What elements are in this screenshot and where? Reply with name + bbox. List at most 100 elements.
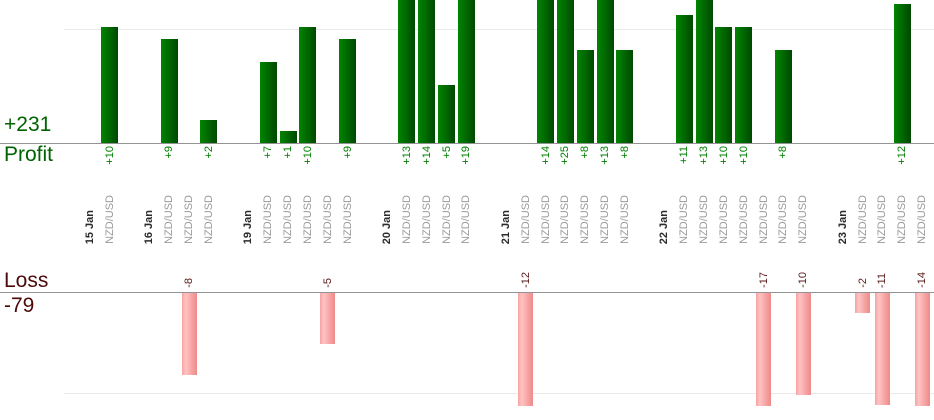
- x-axis-symbol-label: NZD/USD: [202, 195, 215, 244]
- loss-value-label: -14: [916, 272, 929, 288]
- profit-value-label: +14: [420, 146, 433, 165]
- profit-gridline: [64, 29, 934, 30]
- x-axis-symbol-label: NZD/USD: [321, 195, 334, 244]
- loss-axis-line: [0, 292, 934, 293]
- profit-value-label: +25: [559, 146, 572, 165]
- profit-value-label: +9: [341, 146, 354, 159]
- loss-value-label: -12: [519, 272, 532, 288]
- x-axis-symbol-label: NZD/USD: [717, 195, 730, 244]
- loss-value-label: -10: [797, 272, 810, 288]
- profit-value-label: +14: [539, 146, 552, 165]
- x-axis-symbol-label: NZD/USD: [876, 195, 889, 244]
- profit-value-label: +10: [737, 146, 750, 165]
- profit-value-label: +5: [440, 146, 453, 159]
- loss-bar: [795, 293, 811, 395]
- x-axis-symbol-label: NZD/USD: [420, 195, 433, 244]
- profit-bar: [160, 39, 178, 143]
- profit-bar: [695, 0, 713, 143]
- x-axis-date-label: 20 Jan: [381, 209, 394, 244]
- x-axis-symbol-label: NZD/USD: [539, 195, 552, 244]
- profit-bar: [438, 85, 456, 143]
- x-axis-symbol-label: NZD/USD: [262, 195, 275, 244]
- profit-bar: [457, 0, 475, 143]
- profit-bar: [339, 39, 357, 143]
- profit-bar: [537, 0, 555, 143]
- profit-value-label: +8: [777, 146, 790, 159]
- profit-value-label: +8: [618, 146, 631, 159]
- loss-bar: [874, 293, 890, 405]
- profit-bar: [675, 15, 693, 143]
- x-axis-symbol-label: NZD/USD: [341, 195, 354, 244]
- profit-value-label: +9: [163, 146, 176, 159]
- profit-axis-line: [0, 143, 934, 144]
- loss-bar: [855, 293, 871, 313]
- profit-value-label: +10: [103, 146, 116, 165]
- x-axis-date-label: 16 Jan: [143, 209, 156, 244]
- profit-value-label: +2: [202, 146, 215, 159]
- profit-value-label: +13: [698, 146, 711, 165]
- profit-total-label: +231: [4, 113, 52, 136]
- x-axis-symbol-label: NZD/USD: [460, 195, 473, 244]
- loss-value-label: -2: [856, 278, 869, 288]
- profit-value-label: +12: [896, 146, 909, 165]
- profit-bar: [893, 4, 911, 143]
- profit-bar: [556, 0, 574, 143]
- loss-bar: [518, 293, 534, 406]
- x-axis-symbol-label: NZD/USD: [440, 195, 453, 244]
- x-axis-symbol-label: NZD/USD: [301, 195, 314, 244]
- profit-bar: [715, 27, 733, 143]
- loss-value-label: -17: [757, 272, 770, 288]
- x-axis-symbol-label: NZD/USD: [282, 195, 295, 244]
- x-axis-symbol-label: NZD/USD: [797, 195, 810, 244]
- x-axis-symbol-label: NZD/USD: [757, 195, 770, 244]
- profit-bar: [101, 27, 119, 143]
- x-axis-date-label: 22 Jan: [658, 209, 671, 244]
- profit-bar: [299, 27, 317, 143]
- profit-value-label: +19: [460, 146, 473, 165]
- x-axis-date-label: 21 Jan: [500, 209, 512, 244]
- x-axis-date-label: 23 Jan: [836, 209, 849, 244]
- x-axis-symbol-label: NZD/USD: [519, 195, 532, 244]
- profit-bar: [735, 27, 753, 143]
- profit-bar: [259, 62, 277, 143]
- x-axis-date-label: 15 Jan: [84, 209, 96, 244]
- profit-bar: [576, 50, 594, 143]
- x-axis-symbol-label: NZD/USD: [163, 195, 176, 244]
- profit-bars-area: [0, 0, 934, 143]
- loss-bars-area: [0, 293, 934, 406]
- profit-value-label: +1: [282, 146, 295, 159]
- profit-bar: [398, 0, 416, 143]
- x-axis-symbol-label: NZD/USD: [559, 195, 572, 244]
- x-axis-symbol-label: NZD/USD: [400, 195, 413, 244]
- loss-total-label: -79: [4, 294, 35, 317]
- profit-bar: [279, 131, 297, 143]
- x-axis-date-label: 19 Jan: [242, 209, 255, 244]
- x-axis-symbol-label: NZD/USD: [916, 195, 929, 244]
- loss-bar: [320, 293, 336, 344]
- profit-value-label: +11: [678, 146, 691, 164]
- profit-bar: [596, 0, 614, 143]
- x-axis-symbol-label: NZD/USD: [896, 195, 909, 244]
- loss-bar: [756, 293, 772, 406]
- x-axis-symbol-label: NZD/USD: [698, 195, 711, 244]
- x-axis-symbol-label: NZD/USD: [599, 195, 612, 244]
- profit-value-label: +13: [400, 146, 413, 165]
- loss-value-label: -5: [321, 278, 334, 288]
- profit-value-label: +7: [262, 146, 275, 159]
- x-axis-symbol-label: NZD/USD: [856, 195, 869, 244]
- profit-axis-title: Profit: [4, 143, 54, 166]
- x-axis-symbol-label: NZD/USD: [777, 195, 790, 244]
- x-axis-symbol-label: NZD/USD: [103, 195, 116, 244]
- profit-value-label: +10: [717, 146, 730, 165]
- profit-value-label: +10: [301, 146, 314, 165]
- x-axis-symbol-label: NZD/USD: [678, 195, 691, 244]
- profit-bar: [774, 50, 792, 143]
- loss-bar: [181, 293, 197, 375]
- loss-value-label: -11: [876, 272, 889, 288]
- profit-value-label: +8: [579, 146, 592, 159]
- x-axis-symbol-label: NZD/USD: [737, 195, 750, 244]
- loss-value-label: -8: [183, 278, 196, 288]
- loss-gridline: [64, 393, 934, 394]
- x-axis-symbol-label: NZD/USD: [579, 195, 592, 244]
